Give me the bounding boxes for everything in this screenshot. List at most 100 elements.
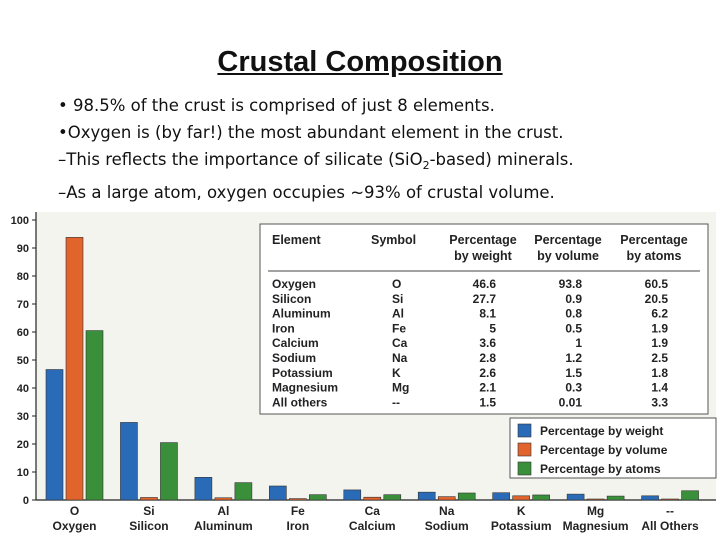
- bullet-line: –As a large atom, oxygen occupies ~93% o…: [58, 183, 555, 202]
- bar: [586, 498, 605, 501]
- legend-swatch: [517, 442, 532, 457]
- table-cell: 8.1: [479, 307, 496, 321]
- y-tick-label: 90: [17, 243, 29, 255]
- bar: [309, 494, 327, 501]
- x-tick-label: Iron: [286, 519, 309, 533]
- table-cell: 1.9: [651, 321, 668, 335]
- bar: [512, 495, 530, 501]
- table-header: by weight: [454, 249, 512, 263]
- bar: [681, 490, 699, 501]
- x-tick-label: Aluminum: [194, 519, 253, 533]
- bar: [566, 493, 585, 501]
- table-cell: Ca: [392, 336, 408, 350]
- legend-label: Percentage by volume: [540, 443, 668, 457]
- x-tick-symbol: Na: [439, 504, 455, 518]
- table-cell: 60.5: [645, 277, 669, 291]
- table-cell: Magnesium: [272, 381, 338, 395]
- y-tick-label: 80: [17, 271, 29, 283]
- y-tick-label: 10: [17, 467, 29, 479]
- legend-label: Percentage by atoms: [540, 462, 661, 476]
- bar: [363, 496, 382, 501]
- table-header: Element: [272, 233, 321, 247]
- bar: [160, 442, 178, 501]
- y-tick-label: 20: [17, 439, 29, 451]
- x-tick-label: Sodium: [425, 519, 469, 533]
- legend-swatch: [517, 423, 532, 438]
- x-tick-label: Magnesium: [563, 519, 629, 533]
- bar: [194, 477, 213, 501]
- bar: [383, 494, 402, 501]
- table-header: by atoms: [627, 249, 682, 263]
- x-tick-label: Calcium: [349, 519, 396, 533]
- data-table-frame: [259, 223, 709, 415]
- bar: [120, 422, 138, 501]
- x-tick-label: Silicon: [129, 519, 168, 533]
- x-tick-symbol: --: [666, 504, 674, 518]
- legend-box: [509, 417, 717, 479]
- table-header: Symbol: [371, 233, 416, 247]
- bar: [641, 495, 659, 501]
- table-cell: 3.6: [479, 336, 496, 350]
- y-tick-label: 70: [17, 299, 29, 311]
- y-tick-label: 60: [17, 327, 29, 339]
- table-cell: 1.5: [479, 395, 496, 409]
- table-cell: 5: [489, 321, 496, 335]
- table-cell: 3.3: [651, 395, 668, 409]
- y-tick-label: 40: [17, 383, 29, 395]
- table-cell: Mg: [392, 381, 409, 395]
- bar: [492, 492, 510, 501]
- bar: [269, 485, 287, 501]
- table-cell: 1: [575, 336, 582, 350]
- bullet-text: –This reflects the importance of silicat…: [58, 150, 423, 169]
- table-header: Percentage: [534, 233, 601, 247]
- composition-chart: 0102030405060708090100OOxygenSiSiliconAl…: [11, 212, 717, 533]
- table-cell: Potassium: [272, 366, 333, 380]
- table-cell: 20.5: [645, 292, 669, 306]
- table-cell: 27.7: [473, 292, 497, 306]
- table-cell: Si: [392, 292, 403, 306]
- table-cell: 93.8: [559, 277, 583, 291]
- legend-label: Percentage by weight: [540, 424, 663, 438]
- table-cell: --: [392, 395, 400, 409]
- table-cell: 1.5: [565, 366, 582, 380]
- x-tick-symbol: Si: [143, 504, 154, 518]
- table-header: Percentage: [449, 233, 516, 247]
- bar: [289, 498, 307, 501]
- table-cell: 1.9: [651, 336, 668, 350]
- table-header: by volume: [537, 249, 599, 263]
- table-cell: 46.6: [473, 277, 497, 291]
- bar: [437, 496, 456, 501]
- x-tick-symbol: O: [70, 504, 79, 518]
- table-cell: 1.2: [565, 351, 582, 365]
- table-cell: 0.9: [565, 292, 582, 306]
- table-cell: 0.01: [559, 395, 583, 409]
- bar: [234, 482, 253, 501]
- x-tick-symbol: Fe: [291, 504, 305, 518]
- bar: [65, 237, 84, 501]
- table-cell: 2.5: [651, 351, 668, 365]
- table-cell: Na: [392, 351, 408, 365]
- table-cell: Fe: [392, 321, 406, 335]
- bar: [661, 498, 679, 501]
- y-tick-label: 50: [17, 355, 29, 367]
- y-tick-label: 100: [11, 215, 29, 227]
- table-cell: All others: [272, 395, 328, 409]
- bullet-list: • 98.5% of the crust is comprised of jus…: [58, 92, 713, 206]
- bullet-line: •Oxygen is (by far!) the most abundant e…: [58, 123, 564, 142]
- x-tick-symbol: Ca: [365, 504, 381, 518]
- y-tick-label: 30: [17, 411, 29, 423]
- table-cell: Silicon: [272, 292, 311, 306]
- x-tick-symbol: Mg: [587, 504, 604, 518]
- table-cell: 0.8: [565, 307, 582, 321]
- table-cell: O: [392, 277, 401, 291]
- bar: [457, 492, 476, 501]
- bar: [214, 497, 233, 501]
- bar: [343, 489, 362, 501]
- table-cell: Oxygen: [272, 277, 316, 291]
- x-tick-symbol: Al: [217, 504, 229, 518]
- x-tick-label: Potassium: [491, 519, 552, 533]
- table-cell: 2.1: [479, 381, 496, 395]
- table-cell: 1.4: [651, 381, 668, 395]
- table-cell: 6.2: [651, 307, 668, 321]
- subscript: 2: [422, 159, 430, 172]
